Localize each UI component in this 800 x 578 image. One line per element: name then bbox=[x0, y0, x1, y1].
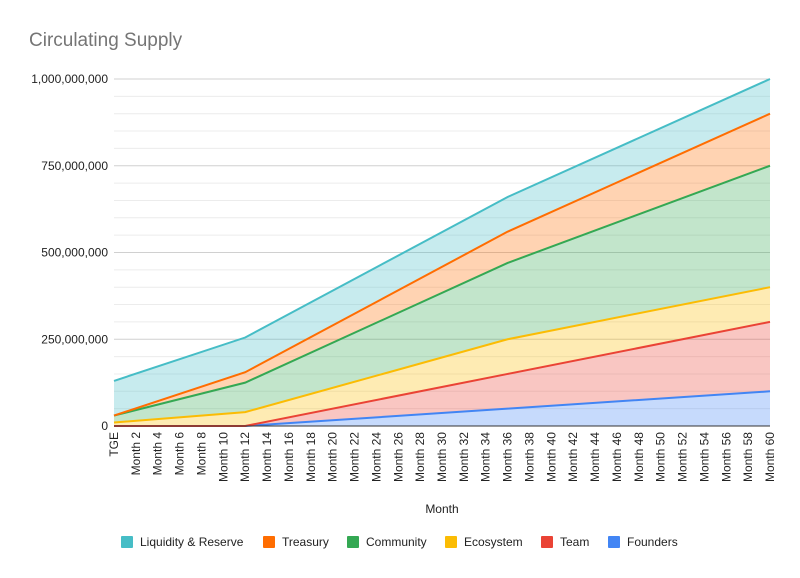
x-tick-label: Month 4 bbox=[151, 432, 165, 476]
area-ecosystem bbox=[114, 287, 770, 426]
area-community bbox=[114, 165, 770, 423]
y-tick-label: 500,000,000 bbox=[41, 246, 108, 260]
legend-swatch bbox=[263, 536, 275, 548]
x-tick-label: Month 54 bbox=[697, 432, 711, 482]
x-tick-label: Month 38 bbox=[522, 432, 536, 482]
x-tick-label: Month 10 bbox=[216, 432, 230, 482]
legend-item[interactable]: Community bbox=[347, 535, 427, 549]
legend-label: Founders bbox=[627, 535, 678, 549]
area-series bbox=[114, 79, 770, 426]
legend-item[interactable]: Founders bbox=[608, 535, 678, 549]
x-tick-label: Month 24 bbox=[369, 432, 383, 482]
x-axis-ticks: TGE Month 2 Month 4 Month 6 Month 8 Month 10 M… bbox=[107, 432, 777, 482]
legend-label: Community bbox=[366, 535, 427, 549]
y-tick-label: 0 bbox=[101, 419, 108, 433]
x-tick-label: Month 28 bbox=[413, 432, 427, 482]
x-tick-label: Month 42 bbox=[566, 432, 580, 482]
legend-label: Ecosystem bbox=[464, 535, 523, 549]
x-tick-label: Month 22 bbox=[348, 432, 362, 482]
x-tick-label: Month 40 bbox=[544, 432, 558, 482]
x-tick-label: Month 14 bbox=[260, 432, 274, 482]
x-tick-label: Month 60 bbox=[763, 432, 777, 482]
legend: Liquidity & Reserve Treasury Community Ecos… bbox=[121, 535, 678, 549]
x-tick-label: Month 12 bbox=[238, 432, 252, 482]
legend-item[interactable]: Team bbox=[541, 535, 589, 549]
x-tick-label: Month 44 bbox=[588, 432, 602, 482]
y-axis-ticks: 0 250,000,000 500,000,000 750,000,000 1,000,… bbox=[31, 72, 108, 433]
legend-swatch bbox=[121, 536, 133, 548]
x-tick-label: Month 56 bbox=[719, 432, 733, 482]
line-treasury bbox=[113, 112, 771, 417]
x-tick-label: Month 20 bbox=[326, 432, 340, 482]
line-liquidity-reserve bbox=[113, 78, 771, 382]
x-tick-label: Month 32 bbox=[457, 432, 471, 482]
chart-title: Circulating Supply bbox=[29, 30, 183, 51]
x-tick-label: TGE bbox=[107, 432, 121, 457]
x-tick-label: Month 2 bbox=[129, 432, 143, 476]
area-treasury bbox=[114, 113, 770, 416]
y-tick-label: 1,000,000,000 bbox=[31, 72, 108, 86]
x-tick-label: Month 16 bbox=[282, 432, 296, 482]
line-community bbox=[113, 164, 771, 417]
x-tick-label: Month 30 bbox=[435, 432, 449, 482]
area-founders bbox=[114, 391, 770, 426]
area-liquidity-reserve bbox=[114, 79, 770, 416]
legend-swatch bbox=[347, 536, 359, 548]
legend-label: Team bbox=[560, 535, 589, 549]
x-tick-label: Month 26 bbox=[391, 432, 405, 482]
x-tick-label: Month 36 bbox=[501, 432, 515, 482]
x-tick-label: Month 50 bbox=[654, 432, 668, 482]
legend-swatch bbox=[541, 536, 553, 548]
legend-swatch bbox=[445, 536, 457, 548]
legend-item[interactable]: Ecosystem bbox=[445, 535, 523, 549]
line-ecosystem bbox=[113, 286, 771, 424]
x-tick-label: Month 6 bbox=[173, 432, 187, 476]
x-tick-label: Month 58 bbox=[741, 432, 755, 482]
legend-item[interactable]: Treasury bbox=[263, 535, 329, 549]
x-axis-title: Month bbox=[425, 502, 458, 516]
legend-item[interactable]: Liquidity & Reserve bbox=[121, 535, 244, 549]
y-tick-label: 250,000,000 bbox=[41, 332, 108, 346]
legend-swatch bbox=[608, 536, 620, 548]
x-tick-label: Month 18 bbox=[304, 432, 318, 482]
x-tick-label: Month 46 bbox=[610, 432, 624, 482]
legend-label: Liquidity & Reserve bbox=[140, 535, 244, 549]
x-tick-label: Month 8 bbox=[194, 432, 208, 476]
x-tick-label: Month 52 bbox=[676, 432, 690, 482]
x-tick-label: Month 48 bbox=[632, 432, 646, 482]
area-team bbox=[114, 321, 770, 426]
legend-label: Treasury bbox=[282, 535, 329, 549]
x-tick-label: Month 34 bbox=[479, 432, 493, 482]
y-tick-label: 750,000,000 bbox=[41, 159, 108, 173]
